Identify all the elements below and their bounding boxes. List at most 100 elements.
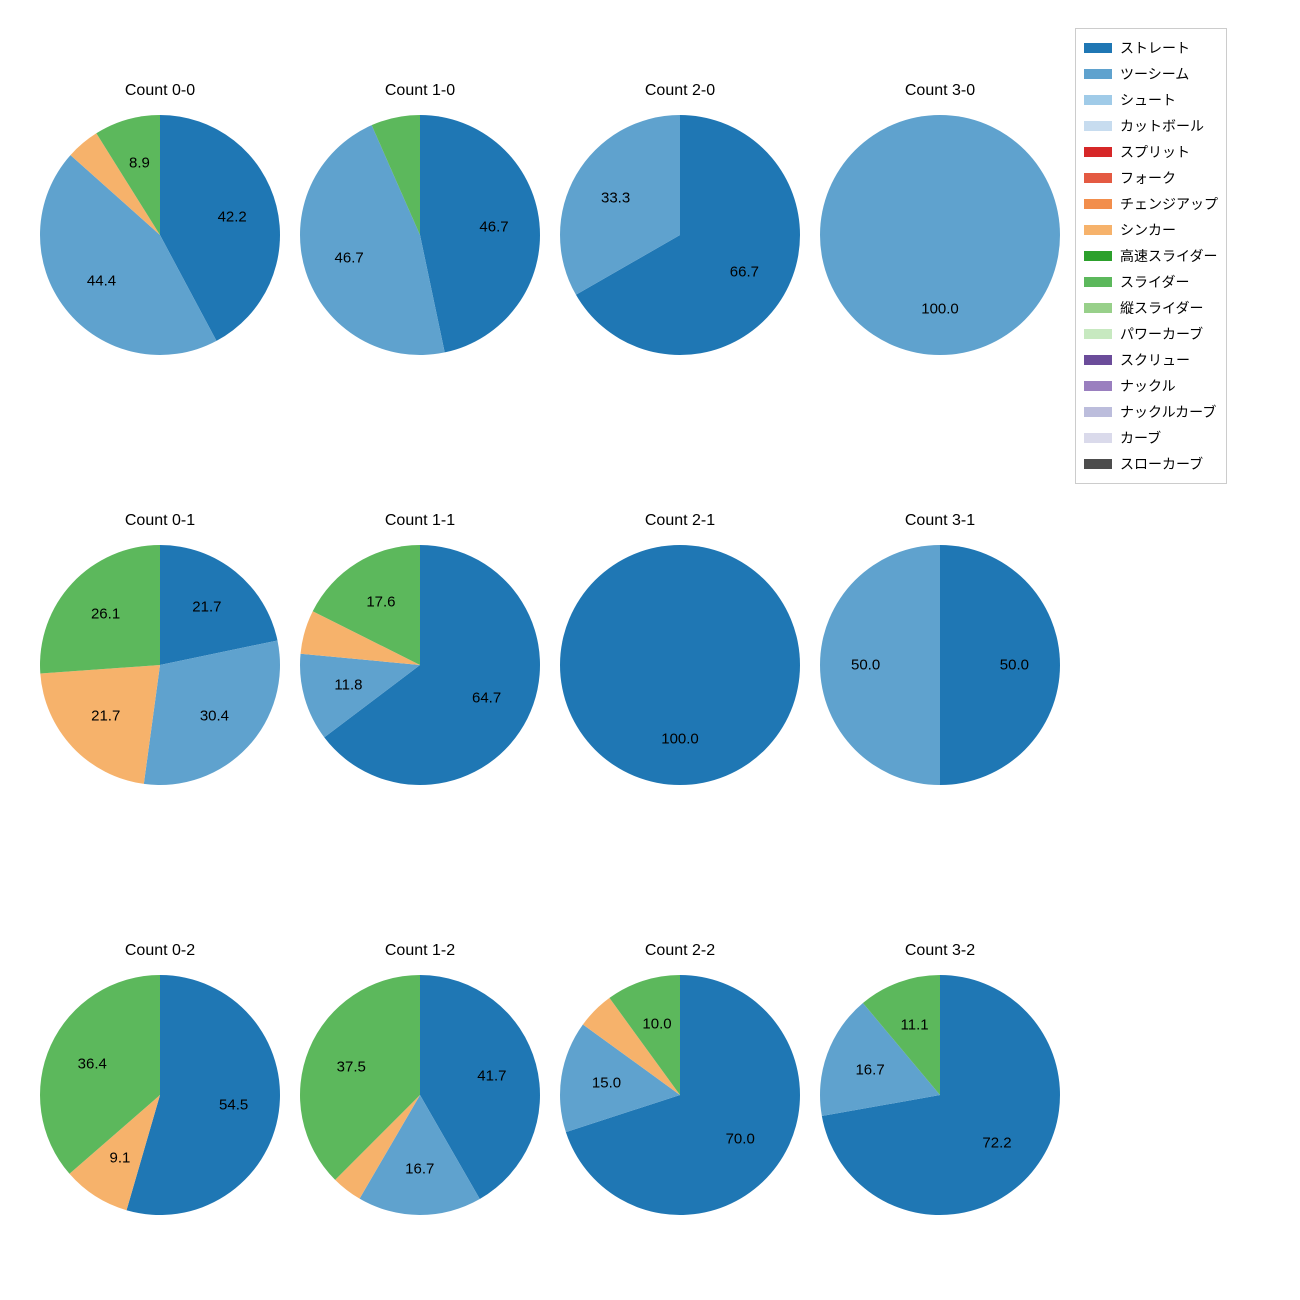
legend-item: 高速スライダー [1084, 243, 1218, 269]
pie-slice-label: 30.4 [200, 707, 229, 724]
legend-item: スローカーブ [1084, 451, 1218, 477]
legend-item: ナックル [1084, 373, 1218, 399]
pie-slice-label: 36.4 [78, 1056, 107, 1073]
pie-slice-label: 41.7 [477, 1067, 506, 1084]
chart-title: Count 0-0 [30, 82, 290, 100]
chart-title: Count 3-2 [810, 942, 1070, 960]
legend-label: チェンジアップ [1120, 197, 1218, 211]
legend-label: カーブ [1120, 431, 1161, 445]
legend-label: パワーカーブ [1120, 327, 1203, 341]
legend-label: スプリット [1120, 145, 1190, 159]
pie-slice-label: 100.0 [921, 301, 959, 318]
pie-slice [40, 665, 160, 784]
pie-slice-label: 46.7 [335, 249, 364, 266]
pie-slice [820, 115, 1060, 355]
pie-slice-label: 17.6 [366, 593, 395, 610]
chart-title: Count 0-2 [30, 942, 290, 960]
legend-item: ツーシーム [1084, 61, 1218, 87]
pie-svg [38, 113, 282, 357]
legend-item: シュート [1084, 87, 1218, 113]
pie-svg [38, 973, 282, 1217]
legend-label: ツーシーム [1120, 67, 1189, 81]
legend-label: スローカーブ [1120, 457, 1203, 471]
pie-slice-label: 50.0 [1000, 657, 1029, 674]
legend-swatch [1084, 355, 1112, 365]
pie-slice-label: 70.0 [726, 1130, 755, 1147]
pie-slice-label: 8.9 [129, 155, 150, 172]
legend-label: スライダー [1120, 275, 1189, 289]
pie-slice-label: 54.5 [219, 1097, 248, 1114]
legend-swatch [1084, 407, 1112, 417]
legend-swatch [1084, 225, 1112, 235]
pie-slice [560, 545, 800, 785]
legend-swatch [1084, 277, 1112, 287]
legend-swatch [1084, 303, 1112, 313]
pie-slice-label: 100.0 [661, 731, 699, 748]
pie-slice-label: 15.0 [592, 1075, 621, 1092]
legend-label: シンカー [1120, 223, 1176, 237]
legend-label: カットボール [1120, 119, 1204, 133]
pie-svg [38, 543, 282, 787]
pie-slice-label: 21.7 [91, 707, 120, 724]
pie-slice-label: 66.7 [730, 264, 759, 281]
figure: Count 0-042.244.48.9Count 1-046.746.7Cou… [0, 0, 1300, 1300]
legend-item: カーブ [1084, 425, 1218, 451]
legend-label: 縦スライダー [1120, 301, 1203, 315]
pie-svg [818, 113, 1062, 357]
legend-label: 高速スライダー [1120, 249, 1217, 263]
legend-item: スライダー [1084, 269, 1218, 295]
legend-swatch [1084, 121, 1112, 131]
legend-item: フォーク [1084, 165, 1218, 191]
legend-label: フォーク [1120, 171, 1176, 185]
pie-svg [818, 973, 1062, 1217]
pie-slice-label: 16.7 [855, 1061, 884, 1078]
legend-swatch [1084, 147, 1112, 157]
legend-swatch [1084, 43, 1112, 53]
chart-title: Count 2-0 [550, 82, 810, 100]
pie-svg [558, 973, 802, 1217]
pie-slice-label: 11.1 [901, 1017, 929, 1034]
pie-slice-label: 26.1 [91, 606, 120, 623]
legend-item: ストレート [1084, 35, 1218, 61]
legend-swatch [1084, 199, 1112, 209]
legend-item: カットボール [1084, 113, 1218, 139]
pie-slice-label: 42.2 [218, 208, 247, 225]
pie-svg [298, 973, 542, 1217]
pie-slice-label: 50.0 [851, 657, 880, 674]
pie-slice-label: 72.2 [982, 1134, 1011, 1151]
pie-slice-label: 21.7 [192, 599, 221, 616]
pie-svg [298, 543, 542, 787]
legend-item: スプリット [1084, 139, 1218, 165]
chart-title: Count 1-1 [290, 512, 550, 530]
pie-slice-label: 44.4 [87, 272, 116, 289]
pie-slice-label: 11.8 [334, 677, 362, 694]
pie-slice-label: 37.5 [337, 1058, 366, 1075]
pie-slice-label: 9.1 [109, 1149, 130, 1166]
chart-title: Count 2-2 [550, 942, 810, 960]
legend-swatch [1084, 433, 1112, 443]
pie-svg [558, 113, 802, 357]
pie-slice-label: 64.7 [472, 690, 501, 707]
legend-label: スクリュー [1120, 353, 1190, 367]
pie-slice-label: 16.7 [405, 1161, 434, 1178]
legend-item: ナックルカーブ [1084, 399, 1218, 425]
legend-label: シュート [1120, 93, 1176, 107]
legend-label: ナックル [1120, 379, 1176, 393]
legend-label: ナックルカーブ [1120, 405, 1216, 419]
chart-title: Count 1-0 [290, 82, 550, 100]
legend-item: スクリュー [1084, 347, 1218, 373]
legend: ストレートツーシームシュートカットボールスプリットフォークチェンジアップシンカー… [1075, 28, 1227, 484]
legend-swatch [1084, 69, 1112, 79]
legend-item: チェンジアップ [1084, 191, 1218, 217]
legend-item: シンカー [1084, 217, 1218, 243]
chart-title: Count 3-0 [810, 82, 1070, 100]
chart-title: Count 2-1 [550, 512, 810, 530]
legend-swatch [1084, 251, 1112, 261]
chart-title: Count 3-1 [810, 512, 1070, 530]
legend-swatch [1084, 459, 1112, 469]
chart-title: Count 1-2 [290, 942, 550, 960]
chart-title: Count 0-1 [30, 512, 290, 530]
legend-swatch [1084, 381, 1112, 391]
legend-item: 縦スライダー [1084, 295, 1218, 321]
pie-slice-label: 10.0 [642, 1016, 671, 1033]
